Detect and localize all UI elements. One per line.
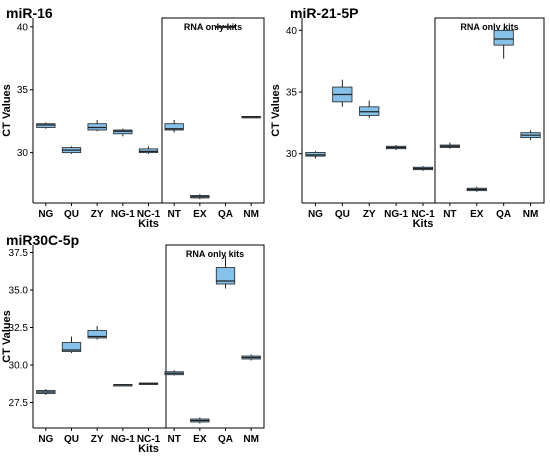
y-tick-label: 30 [17, 148, 29, 159]
y-tick-label: 32.5 [9, 323, 29, 334]
y-tick-label: 27.5 [9, 398, 29, 409]
x-tick-label: QA [218, 209, 233, 220]
y-tick-label: 40 [286, 26, 298, 37]
y-tick-label: 37.5 [9, 248, 29, 259]
box-NG-1 [113, 384, 133, 387]
panel-title: miR-21-5P [290, 5, 358, 21]
box-NG [305, 151, 326, 159]
x-tick-label: ZY [91, 434, 104, 445]
x-tick-label: NT [167, 434, 180, 445]
box-body [215, 267, 236, 285]
x-tick-label: NG-1 [384, 209, 408, 220]
x-tick-label: NT [167, 209, 180, 220]
box-EX [190, 194, 210, 200]
x-tick-label: EX [193, 434, 207, 445]
panel-title: miR30C-5p [6, 232, 79, 248]
box-NG [36, 122, 56, 129]
rna-only-region [434, 17, 545, 204]
x-tick-label: EX [193, 209, 207, 220]
box-QA [493, 29, 514, 59]
y-axis-label: CT Values [270, 84, 282, 137]
x-tick-label: ZY [363, 209, 376, 220]
box-QU [61, 146, 82, 154]
y-tick-label: 35 [286, 88, 298, 99]
box-ZY [359, 100, 380, 118]
x-tick-label: NC-1 [137, 209, 161, 220]
panel-title: miR-16 [6, 5, 53, 21]
panel-3: miR30C-5p RNA only kits 27.5 30.0 32.5 35.0 37… [1, 232, 265, 455]
x-tick-label: NM [243, 434, 259, 445]
x-tick-label: NM [523, 209, 539, 220]
x-tick-label: NC-1 [411, 209, 435, 220]
box-QA [215, 25, 236, 29]
y-axis-label: CT Values [1, 84, 13, 137]
x-tick-label: ZY [91, 209, 104, 220]
box-body [164, 123, 184, 131]
x-tick-label: NT [443, 209, 456, 220]
box-body [36, 123, 56, 128]
rna-only-region [165, 244, 265, 429]
box-EX [190, 417, 210, 424]
x-axis-label: Kits [413, 218, 434, 230]
box-NM [520, 130, 541, 141]
x-tick-label: NC-1 [137, 434, 161, 445]
x-tick-label: NG [38, 434, 53, 445]
y-tick-label: 30 [286, 149, 298, 160]
x-tick-label: NG-1 [111, 434, 135, 445]
y-axis-label: CT Values [1, 310, 13, 363]
x-tick-label: QU [64, 434, 79, 445]
x-tick-label: NG [38, 209, 53, 220]
box-body [87, 330, 107, 339]
box-QU [61, 336, 82, 353]
box-body [138, 148, 159, 154]
box-EX [466, 186, 487, 192]
x-tick-label: NM [243, 209, 259, 220]
box-NG-1 [113, 128, 133, 137]
box-QU [332, 79, 353, 107]
box-ZY [87, 119, 107, 132]
rna-only-label: RNA only kits [186, 249, 244, 259]
box-NG-1 [386, 145, 407, 150]
rna-only-label: RNA only kits [460, 22, 518, 32]
rna-only-label: RNA only kits [184, 22, 242, 32]
box-body [305, 152, 326, 157]
box-QA [215, 255, 236, 289]
box-body [87, 123, 107, 131]
box-body [113, 129, 133, 135]
box-NT [164, 370, 184, 376]
x-tick-label: NG-1 [111, 209, 135, 220]
box-NM [241, 116, 261, 119]
x-tick-label: NG [308, 209, 323, 220]
x-tick-label: QU [335, 209, 350, 220]
x-axis-label: Kits [138, 218, 159, 230]
panel-1: miR-16 RNA only kits 30 35 40 CT Values NG QU ZY… [1, 5, 265, 230]
box-NC-1 [138, 382, 159, 385]
box-NC-1 [138, 146, 159, 154]
y-tick-label: 35 [17, 85, 29, 96]
box-NT [439, 142, 460, 149]
x-tick-label: QU [64, 209, 79, 220]
box-NM [241, 354, 261, 361]
x-axis-label: Kits [138, 443, 159, 455]
box-NC-1 [412, 166, 434, 171]
box-ZY [87, 326, 107, 340]
box-NT [164, 119, 184, 133]
x-tick-label: QA [218, 434, 233, 445]
box-NG [36, 389, 56, 395]
y-tick-label: 30.0 [9, 361, 29, 372]
x-tick-label: QA [496, 209, 511, 220]
panel-2: miR-21-5P RNA only kits 30 35 40 CT Values NG Q… [270, 5, 545, 230]
y-tick-label: 40 [17, 22, 29, 33]
box-body [61, 342, 82, 352]
y-tick-label: 35.0 [9, 286, 29, 297]
box-body [493, 29, 514, 46]
rna-only-region [161, 17, 265, 204]
x-tick-label: EX [470, 209, 484, 220]
box-body [359, 106, 380, 116]
